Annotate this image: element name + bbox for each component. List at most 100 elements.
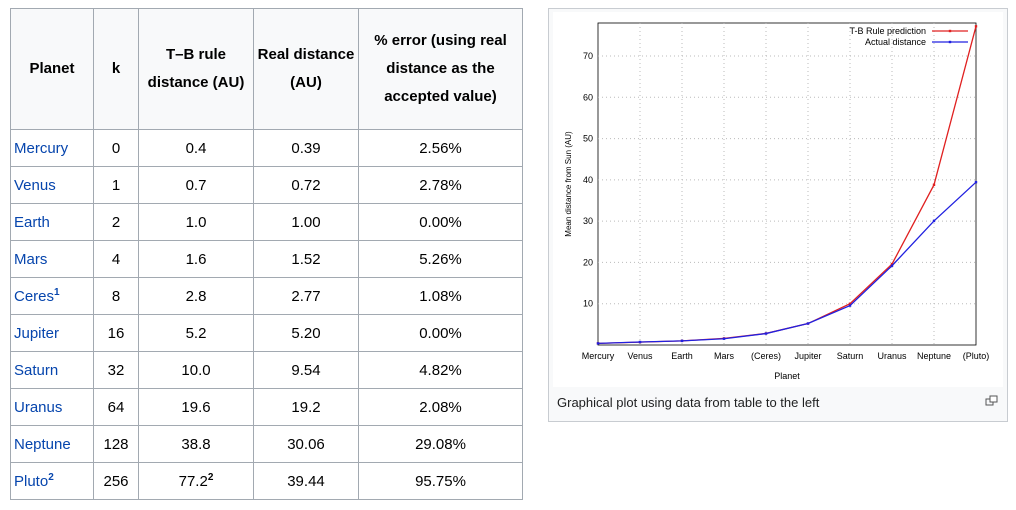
enlarge-icon[interactable]	[985, 395, 999, 407]
x-tick-label: Saturn	[837, 351, 864, 361]
table-cell: 5.26%	[358, 240, 523, 278]
cell-text: 2.78%	[419, 176, 462, 194]
point-marker	[680, 339, 684, 343]
table-cell: 5.2	[138, 314, 254, 352]
point-marker	[848, 304, 852, 307]
cell-text: 39.44	[287, 472, 325, 490]
chart: 10 20 30 40 50 60 70 Mercury Venus Earth Mars (Cere…	[564, 22, 989, 381]
cell-text: 2.08%	[419, 398, 462, 416]
table-row: Venus 1 0.7 0.72 2.78%	[10, 166, 523, 204]
planet-link[interactable]: Ceres	[14, 288, 55, 305]
planet-cell: Neptune	[10, 425, 94, 463]
y-tick-label: 10	[583, 299, 593, 309]
cell-text: 19.2	[291, 398, 321, 416]
table-cell: 1.08%	[358, 277, 523, 315]
table-body: Mercury 0 0.4 0.39 2.56% Venus 1 0.7 0.72 2.78% Ea…	[10, 129, 523, 500]
planet-link[interactable]: Neptune	[14, 435, 71, 453]
table-cell: 5.20	[253, 314, 359, 352]
legend-marker	[948, 40, 952, 44]
table-cell: 0.00%	[358, 203, 523, 241]
cell-text: 5.26%	[419, 250, 462, 268]
cell-text: 38.8	[181, 435, 211, 453]
cell-text: 0.00%	[419, 213, 462, 231]
x-tick-label: Venus	[627, 351, 653, 361]
table-cell: 4	[93, 240, 139, 278]
cell-text: 4.82%	[419, 361, 462, 379]
table-cell: 77.22	[138, 462, 254, 500]
planet-link[interactable]: Pluto	[14, 473, 49, 490]
y-tick-label: 30	[583, 216, 593, 226]
cell-text: 1.0	[185, 213, 207, 231]
cell-text: 128	[103, 435, 129, 453]
table-cell: 2.78%	[358, 166, 523, 204]
planet-cell: Saturn	[10, 351, 94, 389]
table-row: Ceres1 8 2.8 2.77 1.08%	[10, 277, 523, 315]
planet-link[interactable]: Saturn	[14, 361, 59, 379]
planet-cell: Mercury	[10, 129, 94, 167]
cell-text: 0.39	[291, 139, 321, 157]
planet-link[interactable]: Venus	[14, 176, 56, 194]
table-cell: 2.77	[253, 277, 359, 315]
table-cell: 1.0	[138, 203, 254, 241]
point-marker	[596, 342, 600, 345]
legend-label: T-B Rule prediction	[849, 26, 926, 36]
legend-label: Actual distance	[865, 37, 926, 47]
point-marker	[722, 337, 726, 340]
table-row: Neptune 128 38.8 30.06 29.08%	[10, 425, 523, 463]
table-cell: 30.06	[253, 425, 359, 463]
planet-cell: Pluto2	[10, 462, 94, 500]
planet-cell: Venus	[10, 166, 94, 204]
table-cell: 19.6	[138, 388, 254, 426]
series-line	[597, 181, 977, 345]
footnote-ref[interactable]: 2	[48, 472, 54, 483]
cell-text: 95.75%	[415, 472, 466, 490]
table-cell: 1.00	[253, 203, 359, 241]
planet-link[interactable]: Uranus	[14, 398, 63, 416]
x-tick-label: Jupiter	[794, 351, 821, 361]
footnote-ref[interactable]: 2	[207, 472, 214, 483]
planet-link[interactable]: Earth	[14, 213, 50, 231]
planet-table: Planet k T–B rule distance (AU) Real distan…	[10, 8, 523, 500]
point-marker	[890, 264, 894, 267]
cell-text: 0.72	[291, 176, 321, 194]
cell-text: 9.54	[291, 361, 321, 379]
column-header: T–B rule distance (AU)	[138, 8, 254, 130]
cell-text: 64	[107, 398, 125, 416]
table-row: Uranus 64 19.6 19.2 2.08%	[10, 388, 523, 426]
table-cell: 64	[93, 388, 139, 426]
cell-text: 32	[107, 361, 125, 379]
table-cell: 1.6	[138, 240, 254, 278]
point-marker	[848, 302, 852, 305]
cell-text: 29.08%	[415, 435, 466, 453]
table-cell: 8	[93, 277, 139, 315]
table-row: Pluto2 256 77.22 39.44 95.75%	[10, 462, 523, 500]
planet-cell: Earth	[10, 203, 94, 241]
table-cell: 2.56%	[358, 129, 523, 167]
footnote-ref[interactable]: 1	[54, 287, 60, 298]
point-marker	[764, 332, 768, 335]
series-line	[597, 26, 977, 344]
table-cell: 16	[93, 314, 139, 352]
planet-link[interactable]: Jupiter	[14, 324, 60, 342]
table-cell: 1	[93, 166, 139, 204]
x-tick-label: (Ceres)	[751, 351, 781, 361]
table-cell: 2	[93, 203, 139, 241]
planet-link[interactable]: Mars	[14, 250, 48, 268]
plot-box: 10 20 30 40 50 60 70 Mercury Venus Earth Mars (Cere…	[553, 12, 1003, 387]
cell-text: 5.2	[185, 324, 207, 342]
table-cell: 38.8	[138, 425, 254, 463]
cell-text: 256	[103, 472, 129, 490]
table-cell: 2.08%	[358, 388, 523, 426]
table-row: Mars 4 1.6 1.52 5.26%	[10, 240, 523, 278]
table-cell: 32	[93, 351, 139, 389]
cell-text: 10.0	[181, 361, 211, 379]
y-tick-label: 40	[583, 175, 593, 185]
table-cell: 0.72	[253, 166, 359, 204]
legend-marker	[948, 29, 952, 33]
cell-text: 2.56%	[419, 139, 462, 157]
cell-text: 5.20	[291, 324, 321, 342]
planet-link[interactable]: Mercury	[14, 139, 69, 157]
cell-text: 0.7	[185, 176, 207, 194]
table-cell: 29.08%	[358, 425, 523, 463]
table-cell: 4.82%	[358, 351, 523, 389]
